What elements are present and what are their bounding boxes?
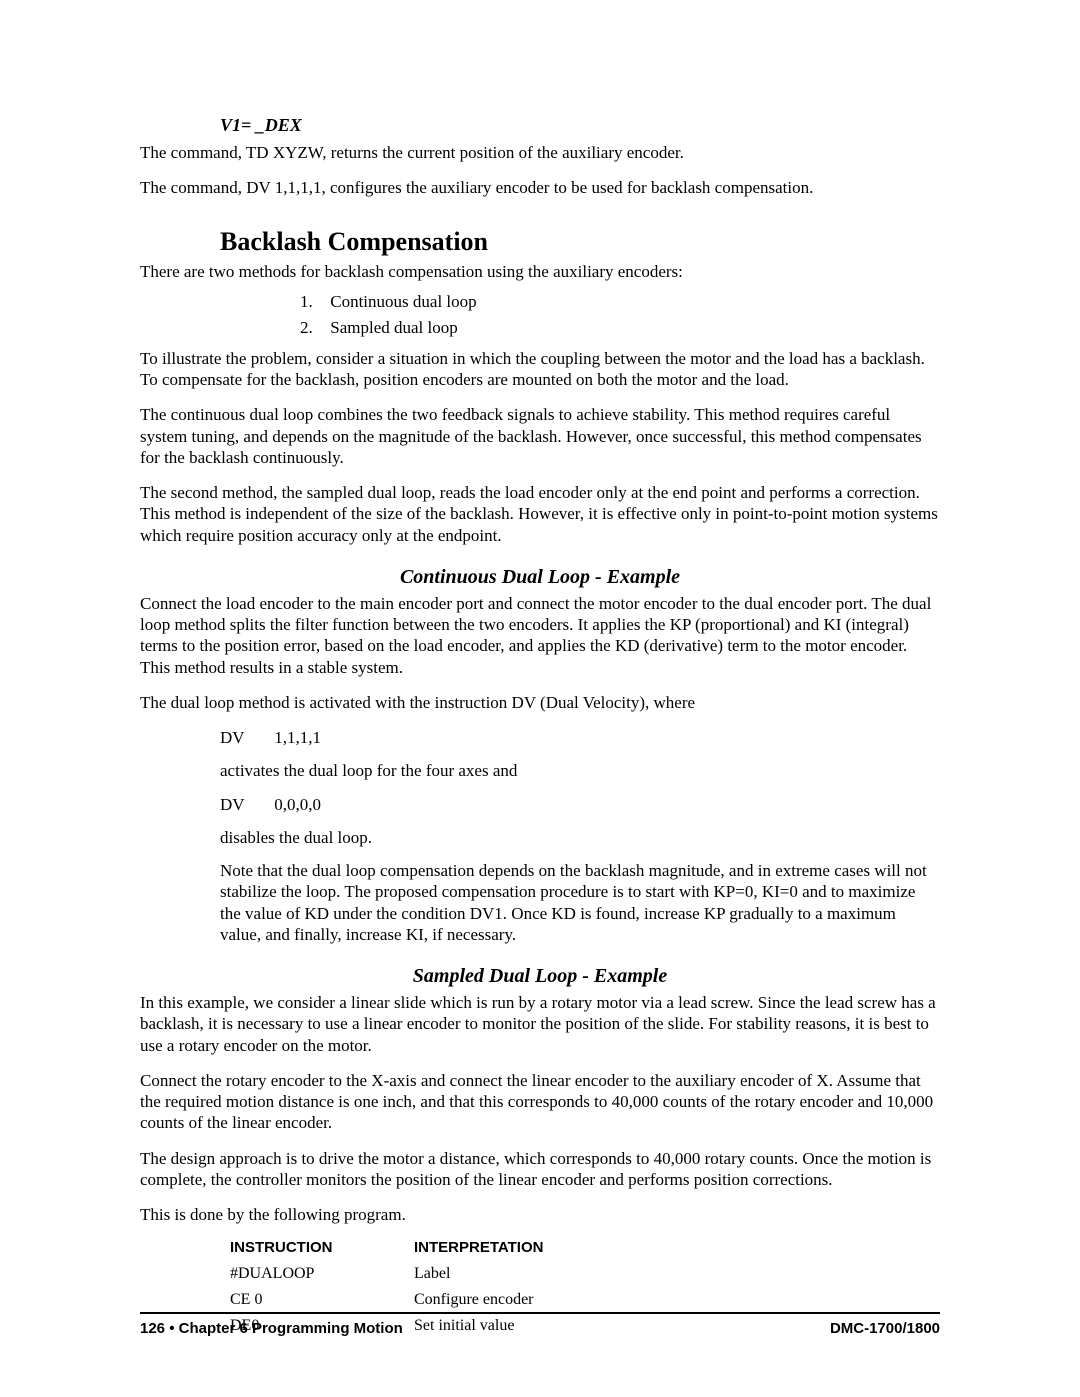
subsection-heading-continuous: Continuous Dual Loop - Example [140, 566, 940, 589]
list-item: 2. Sampled dual loop [300, 318, 940, 338]
table-cell: #DUALOOP [230, 1265, 410, 1283]
table-row: CE 0 Configure encoder [230, 1291, 940, 1309]
table-header-cell: INTERPRETATION [414, 1239, 543, 1256]
code-line: DV 1,1,1,1 [220, 727, 940, 748]
body-paragraph: The second method, the sampled dual loop… [140, 482, 940, 546]
body-paragraph: The design approach is to drive the moto… [140, 1148, 940, 1191]
list-item: 1. Continuous dual loop [300, 292, 940, 312]
footer-right: DMC-1700/1800 [830, 1320, 940, 1337]
footer-left: 126 • Chapter 6 Programming Motion [140, 1320, 403, 1337]
page-footer: 126 • Chapter 6 Programming Motion DMC-1… [140, 1312, 940, 1337]
body-paragraph: disables the dual loop. [220, 827, 940, 848]
body-paragraph: The continuous dual loop combines the tw… [140, 404, 940, 468]
table-row: #DUALOOP Label [230, 1265, 940, 1283]
list-text: Continuous dual loop [330, 292, 476, 311]
body-paragraph: In this example, we consider a linear sl… [140, 992, 940, 1056]
list-number: 1. [300, 292, 326, 312]
equation-line: V1= _DEX [220, 115, 940, 136]
table-cell: Label [414, 1265, 450, 1282]
code-line: DV 0,0,0,0 [220, 794, 940, 815]
body-paragraph: Connect the rotary encoder to the X-axis… [140, 1070, 940, 1134]
dv-value: 0,0,0,0 [274, 795, 321, 814]
dv-label: DV [220, 727, 270, 748]
table-cell: Configure encoder [414, 1291, 534, 1308]
body-paragraph: To illustrate the problem, consider a si… [140, 348, 940, 391]
list-text: Sampled dual loop [330, 318, 457, 337]
body-paragraph: The command, DV 1,1,1,1, configures the … [140, 177, 940, 198]
dv-label: DV [220, 794, 270, 815]
table-header-cell: INSTRUCTION [230, 1239, 410, 1256]
body-paragraph: There are two methods for backlash compe… [140, 261, 940, 282]
page: V1= _DEX The command, TD XYZW, returns t… [0, 0, 1080, 1397]
subsection-heading-sampled: Sampled Dual Loop - Example [140, 965, 940, 988]
dv-value: 1,1,1,1 [274, 728, 321, 747]
list-number: 2. [300, 318, 326, 338]
body-paragraph: Note that the dual loop compensation dep… [220, 860, 940, 945]
table-header-row: INSTRUCTION INTERPRETATION [230, 1239, 940, 1257]
body-paragraph: This is done by the following program. [140, 1204, 940, 1225]
indented-block: DV 1,1,1,1 activates the dual loop for t… [220, 727, 940, 945]
body-paragraph: Connect the load encoder to the main enc… [140, 593, 940, 678]
section-heading-backlash: Backlash Compensation [220, 227, 940, 257]
body-paragraph: The dual loop method is activated with t… [140, 692, 940, 713]
body-paragraph: activates the dual loop for the four axe… [220, 760, 940, 781]
table-cell: CE 0 [230, 1291, 410, 1309]
body-paragraph: The command, TD XYZW, returns the curren… [140, 142, 940, 163]
